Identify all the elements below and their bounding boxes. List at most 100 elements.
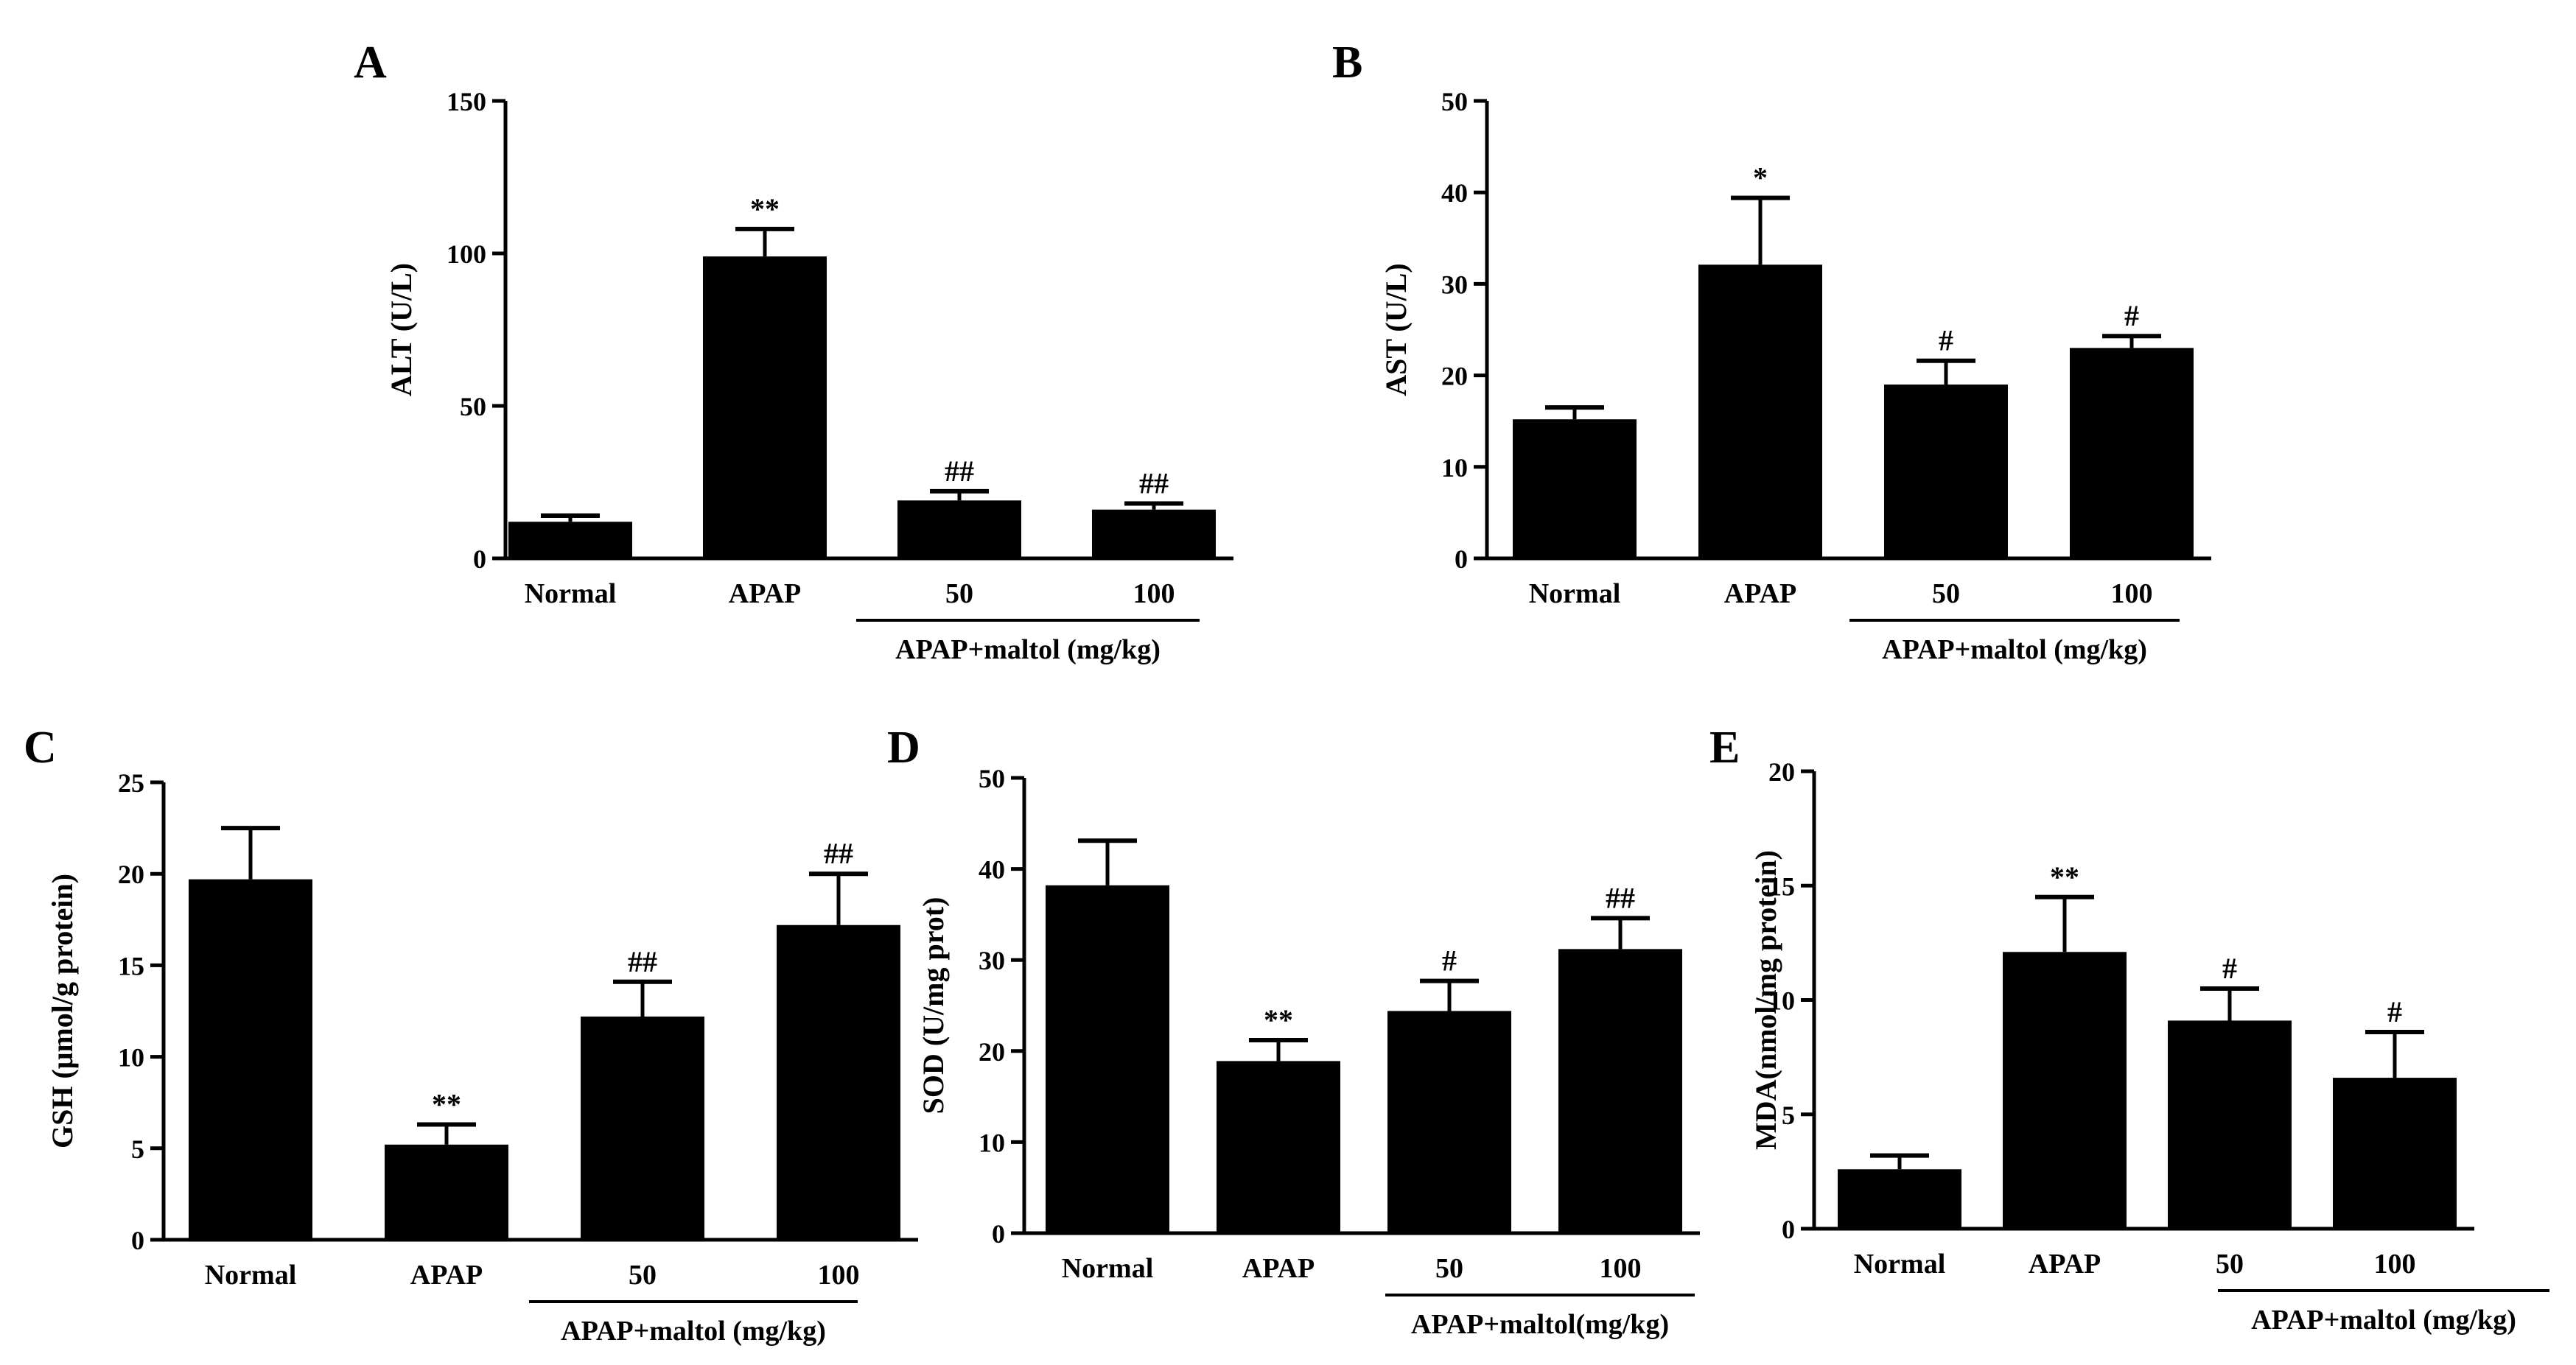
- y-axis-title: ALT (U/L): [385, 263, 418, 396]
- y-tick-label: 50: [1441, 87, 1468, 116]
- bar-50: [1884, 385, 2008, 558]
- bar-50: [581, 1016, 704, 1240]
- y-tick-label: 20: [1768, 757, 1795, 787]
- bar-normal: [189, 879, 312, 1240]
- y-tick-label: 10: [1768, 986, 1795, 1016]
- category-label: 50: [1932, 578, 1960, 609]
- y-tick-label: 0: [131, 1226, 144, 1255]
- chart-panel-e: E 0 5 10 15 20 MDA(nmol/mg protein) Normal ** APA…: [1709, 723, 2549, 1336]
- category-label: 100: [1133, 578, 1175, 609]
- category-label: 50: [945, 578, 973, 609]
- y-tick-label: 30: [979, 946, 1005, 975]
- y-axis-title: AST (U/L): [1379, 263, 1413, 396]
- bar-normal: [508, 522, 632, 558]
- y-tick-label: 20: [118, 860, 144, 889]
- y-tick-label: 15: [118, 951, 144, 980]
- y-tick-label: 150: [447, 87, 486, 116]
- y-tick-label: 25: [118, 768, 144, 798]
- panel-letter: D: [887, 723, 920, 773]
- y-tick-label: 20: [1441, 362, 1468, 391]
- significance-marker: ##: [1606, 881, 1635, 914]
- category-label: 50: [1435, 1253, 1463, 1284]
- y-tick-label: 40: [979, 855, 1005, 885]
- y-tick-label: 10: [1441, 453, 1468, 483]
- y-tick-label: 15: [1768, 871, 1795, 901]
- chart-panel-a: A 0 50 100 150 ALT (U/L) Normal ** APAP ## 50 ## 100…: [354, 38, 1233, 665]
- chart-panel-b: B 0 10 20 30 40 50 AST (U/L) Normal * APAP #50 #100 A…: [1332, 38, 2211, 665]
- bar-100: [777, 924, 900, 1240]
- y-tick-label: 5: [1782, 1101, 1795, 1130]
- bar-50: [2168, 1020, 2292, 1229]
- category-label: APAP: [410, 1260, 483, 1291]
- y-axis-title: SOD (U/mg prot): [917, 897, 950, 1115]
- bar-apap: [385, 1144, 508, 1240]
- category-label: 50: [2216, 1249, 2244, 1280]
- significance-marker: ##: [628, 945, 657, 978]
- y-tick-label: 0: [1782, 1215, 1795, 1244]
- bar-100: [1558, 949, 1682, 1233]
- group-label: APAP+maltol(mg/kg): [1411, 1309, 1669, 1340]
- significance-marker: **: [432, 1088, 461, 1121]
- y-tick-label: 0: [473, 544, 486, 574]
- category-label: Normal: [1529, 578, 1621, 609]
- y-tick-label: 10: [118, 1043, 144, 1073]
- group-label: APAP+maltol (mg/kg): [895, 634, 1161, 665]
- panel-letter: E: [1709, 723, 1740, 773]
- category-label: APAP: [1242, 1253, 1315, 1284]
- panel-letter: B: [1332, 38, 1362, 88]
- bar-apap: [703, 256, 827, 558]
- y-tick-label: 40: [1441, 178, 1468, 208]
- group-label: APAP+maltol (mg/kg): [1882, 634, 2147, 665]
- bar-100: [2070, 348, 2194, 558]
- category-label: Normal: [525, 578, 617, 609]
- y-tick-label: 0: [1455, 544, 1468, 574]
- panel-letter: C: [24, 723, 57, 773]
- bar-apap: [1217, 1061, 1340, 1233]
- category-label: Normal: [1854, 1249, 1946, 1280]
- bar-normal: [1046, 885, 1169, 1233]
- category-label: APAP: [2029, 1249, 2101, 1280]
- bar-100: [2333, 1078, 2457, 1229]
- y-tick-label: 100: [447, 239, 486, 269]
- significance-marker: **: [1264, 1003, 1293, 1036]
- significance-marker: #: [2222, 952, 2237, 985]
- significance-marker: #: [2124, 299, 2139, 332]
- category-label: 100: [818, 1260, 860, 1291]
- category-label: Normal: [205, 1260, 297, 1291]
- bar-normal: [1838, 1169, 1961, 1229]
- significance-marker: #: [1939, 324, 1953, 357]
- category-label: Normal: [1062, 1253, 1154, 1284]
- category-label: 100: [2374, 1249, 2416, 1280]
- y-tick-label: 50: [979, 764, 1005, 793]
- y-tick-label: 10: [979, 1128, 1005, 1157]
- significance-marker: ##: [945, 455, 974, 488]
- significance-marker: **: [2050, 860, 2079, 894]
- panel-letter: A: [354, 38, 387, 88]
- significance-marker: *: [1753, 161, 1768, 194]
- category-label: APAP: [1724, 578, 1797, 609]
- category-label: 100: [1600, 1253, 1642, 1284]
- significance-marker: #: [1442, 944, 1457, 978]
- chart-panel-c: C 0 5 10 15 20 25 GSH (μmol/g protein) Normal ** A…: [24, 723, 918, 1347]
- y-tick-label: 20: [979, 1037, 1005, 1067]
- y-tick-label: 5: [131, 1134, 144, 1164]
- category-label: APAP: [729, 578, 802, 609]
- significance-marker: **: [750, 192, 780, 225]
- category-label: 50: [629, 1260, 657, 1291]
- bar-50: [897, 500, 1021, 558]
- significance-marker: ##: [824, 837, 853, 870]
- y-axis-title: MDA(nmol/mg protein): [1749, 850, 1782, 1150]
- significance-marker: ##: [1139, 466, 1169, 499]
- group-label: APAP+maltol (mg/kg): [2251, 1305, 2516, 1336]
- bar-50: [1387, 1011, 1511, 1233]
- group-label: APAP+maltol (mg/kg): [561, 1316, 826, 1347]
- y-tick-label: 0: [992, 1219, 1005, 1249]
- bar-apap: [1698, 264, 1822, 558]
- y-axis-title: GSH (μmol/g protein): [46, 874, 79, 1148]
- significance-marker: #: [2387, 995, 2402, 1028]
- bar-apap: [2003, 952, 2127, 1229]
- y-tick-label: 30: [1441, 270, 1468, 299]
- chart-panel-d: D 0 10 20 30 40 50 SOD (U/mg prot) Normal ** APAP #…: [887, 723, 1700, 1340]
- bar-normal: [1513, 419, 1637, 558]
